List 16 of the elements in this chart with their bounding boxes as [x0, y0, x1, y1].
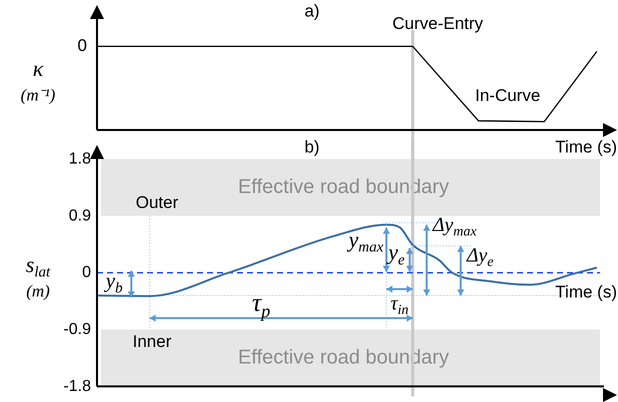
y-tick-label: 1.8 [68, 150, 92, 168]
text: Curve-Entry [392, 14, 484, 34]
chart-title: b) [304, 138, 320, 157]
band-label: Effective road boundary [238, 346, 449, 368]
annotation: Inner [132, 332, 172, 351]
y-axis-title: κ (m⁻¹) [20, 56, 56, 104]
x-axis-title: Time (s) [555, 282, 618, 302]
x-axis-title: Time (s) [555, 138, 618, 157]
y-tick-label: -0.9 [63, 320, 92, 338]
chart-title: a) [304, 2, 320, 21]
y-tick-label: 0.9 [68, 207, 92, 224]
annotation: In-Curve [475, 86, 540, 106]
band-label: Effective road boundary [238, 176, 449, 198]
y-tick-label: 0 [82, 264, 92, 282]
annotation: Outer [136, 192, 179, 212]
y-tick-label: -1.8 [63, 378, 92, 395]
